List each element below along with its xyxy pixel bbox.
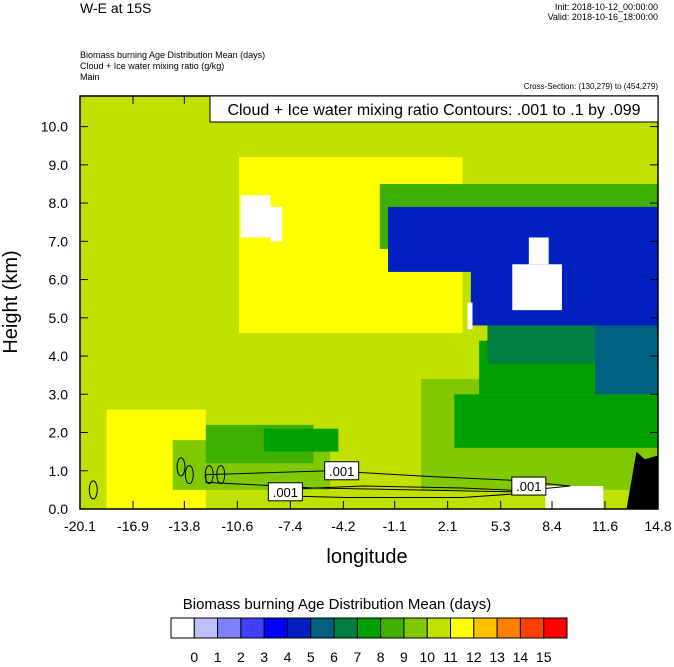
colorbar-swatch	[286, 617, 312, 639]
y-tick-label: 1.0	[49, 463, 69, 479]
x-tick-label: 8.4	[542, 518, 562, 534]
colorbar-swatch	[450, 617, 475, 639]
contour-label: .001	[329, 464, 354, 479]
heatmap-region	[512, 264, 562, 311]
contour-label: .001	[273, 485, 298, 500]
x-axis-label: longitude	[326, 546, 407, 568]
x-tick-label: -7.4	[278, 518, 302, 534]
y-tick-label: 3.0	[49, 386, 69, 402]
y-tick-label: 7.0	[49, 233, 69, 249]
colorbar-level-label: 14	[513, 649, 529, 665]
colorbar-swatch	[473, 617, 498, 639]
colorbar-swatch	[426, 617, 452, 639]
colorbar-swatch	[543, 617, 568, 639]
colorbar-swatch	[380, 617, 405, 639]
y-axis-label: Height (km)	[0, 250, 22, 353]
colorbar-swatch	[310, 617, 335, 639]
contour-line	[216, 465, 226, 485]
terrain	[626, 451, 658, 509]
y-tick-label: 6.0	[49, 272, 69, 288]
colorbar-swatch	[193, 617, 219, 639]
colorbar-level-label: 0	[190, 649, 198, 665]
colorbar: 0 1 2 3 4 5 6 7 8 9 10 11 12 13 14 15	[170, 617, 568, 665]
heatmap-region	[470, 264, 658, 326]
contour-line	[176, 457, 186, 477]
colorbar-level-label: 6	[330, 649, 338, 665]
colorbar-swatch	[333, 617, 358, 639]
colorbar-level-label: 5	[307, 649, 315, 665]
colorbar-swatch	[263, 617, 288, 639]
contour-line	[88, 480, 98, 500]
contour-title-box	[209, 95, 659, 123]
contour-label-box	[511, 476, 547, 496]
colorbar-level-label: 1	[214, 649, 222, 665]
colorbar-swatch	[403, 617, 428, 639]
colorbar-swatch	[356, 617, 382, 639]
heatmap-region	[467, 302, 473, 330]
heatmap-regions	[80, 96, 658, 509]
x-tick-label: -13.8	[168, 518, 200, 534]
x-tick-label: -10.6	[221, 518, 253, 534]
colorbar-level-label: 9	[400, 649, 408, 665]
heatmap-region	[454, 394, 658, 448]
x-tick-label: -16.9	[117, 518, 149, 534]
x-tick-label: -1.1	[383, 518, 407, 534]
contour-label-box	[267, 482, 303, 502]
x-tick-label: 2.1	[438, 518, 458, 534]
x-tick-label: 5.3	[491, 518, 511, 534]
heatmap-region	[240, 195, 271, 238]
colorbar-level-label: 2	[237, 649, 245, 665]
colorbar-level-label: 10	[419, 649, 435, 665]
contour-label: .001	[516, 479, 541, 494]
contour-line	[184, 465, 194, 485]
colorbar-level-label: 8	[377, 649, 385, 665]
colorbar-level-label: 12	[466, 649, 482, 665]
field-label-domain: Main	[80, 72, 100, 82]
y-tick-label: 9.0	[49, 157, 69, 173]
x-tick-label: 11.6	[592, 518, 618, 534]
colorbar-level-label: 15	[536, 649, 552, 665]
x-tick-label: -4.2	[331, 518, 355, 534]
contour-line	[204, 465, 214, 485]
colorbar-swatch	[217, 617, 242, 639]
heatmap-region	[528, 237, 549, 265]
colorbar-swatch	[519, 617, 545, 639]
plot-title: W-E at 15S	[80, 0, 152, 16]
heatmap-region	[270, 206, 283, 242]
heatmap-region	[388, 206, 658, 272]
colorbar-level-label: 13	[489, 649, 505, 665]
colorbar-level-label: 11	[443, 649, 458, 665]
y-axis-ticks: 0.0 1.0 2.0 3.0 4.0 5.0 6.0 7.0 8.0 9.0 10.0	[41, 119, 658, 517]
colorbar-swatch	[496, 617, 521, 639]
heatmap-region	[263, 428, 339, 452]
colorbar-level-label: 3	[260, 649, 268, 665]
y-tick-label: 10.0	[41, 119, 68, 135]
y-tick-label: 8.0	[49, 195, 69, 211]
y-tick-label: 4.0	[49, 348, 69, 364]
x-tick-label: 14.8	[644, 518, 671, 534]
heatmap-region	[545, 486, 604, 509]
contour-title: Cloud + Ice water mixing ratio Contours:…	[227, 102, 640, 119]
colorbar-level-label: 7	[353, 649, 361, 665]
colorbar-swatch	[240, 617, 265, 639]
y-tick-label: 2.0	[49, 425, 69, 441]
contour-labels: .001 .001 .001	[267, 461, 547, 502]
field-label-cloud-ice: Cloud + Ice water mixing ratio (g/kg)	[80, 61, 225, 71]
colorbar-level-label: 4	[284, 649, 292, 665]
contour-label-box	[324, 461, 360, 481]
colorbar-title: Biomass burning Age Distribution Mean (d…	[182, 596, 492, 613]
colorbar-swatch	[170, 617, 195, 639]
field-label-biomass: Biomass burning Age Distribution Mean (d…	[80, 50, 266, 60]
x-tick-label: -20.1	[64, 518, 96, 534]
init-time-label: Init: 2018-10-12_00:00:00	[554, 2, 658, 12]
y-tick-label: 0.0	[49, 501, 69, 517]
heatmap-region	[80, 375, 107, 509]
y-tick-label: 5.0	[49, 310, 69, 326]
valid-time-label: Valid: 2018-10-16_18:00:00	[547, 12, 658, 22]
cross-section-label: Cross-Section: (130,279) to (454,279)	[523, 82, 658, 91]
